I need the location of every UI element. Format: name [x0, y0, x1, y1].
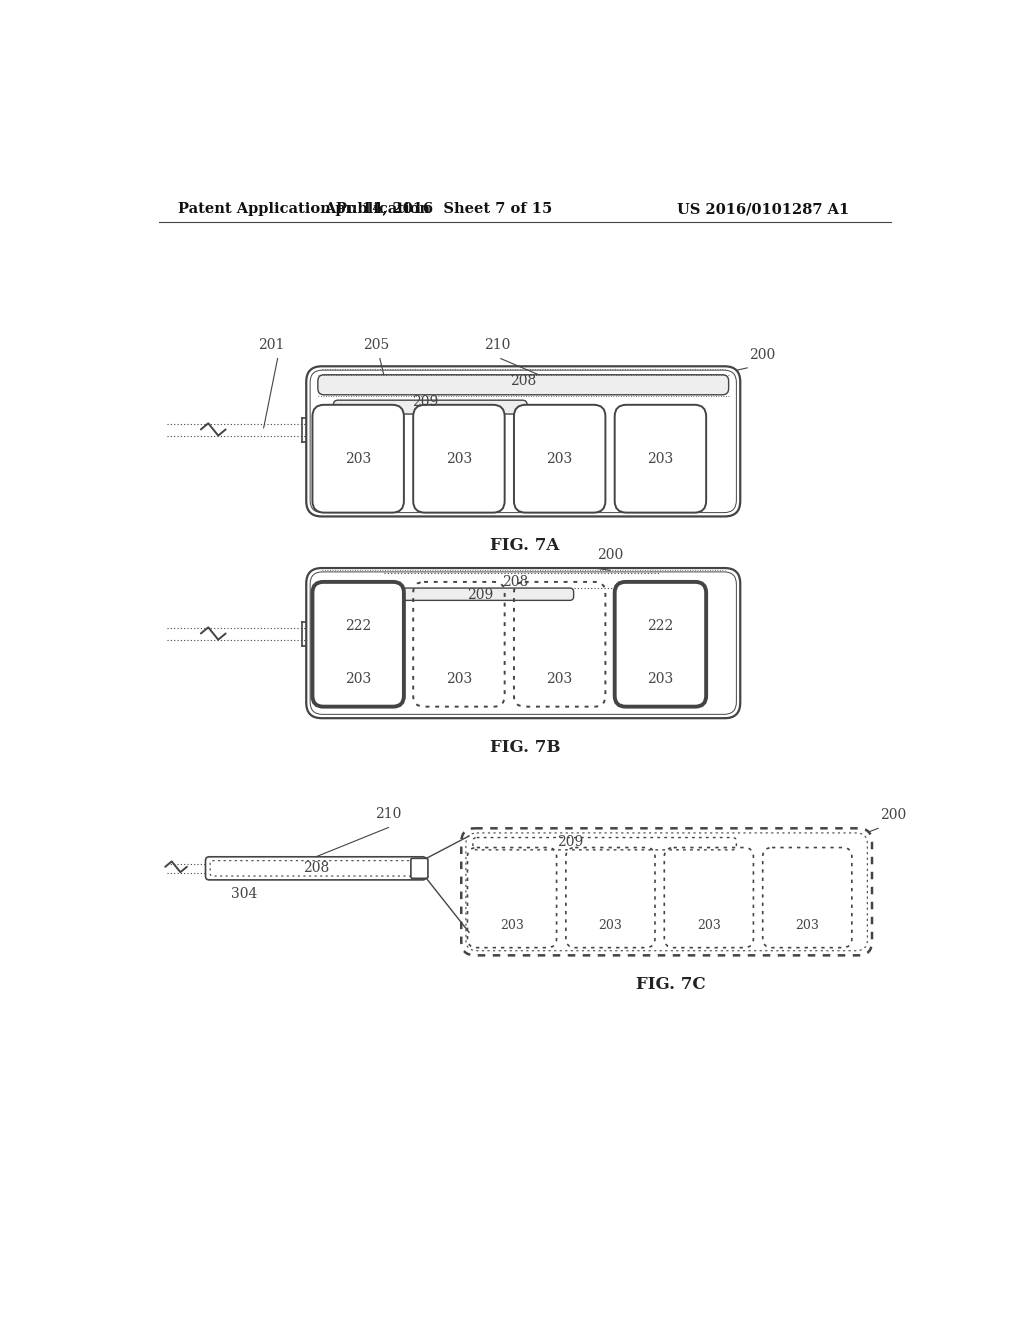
FancyBboxPatch shape	[334, 400, 527, 414]
Text: 203: 203	[445, 451, 472, 466]
FancyBboxPatch shape	[411, 858, 428, 878]
Text: 201: 201	[258, 338, 285, 352]
Text: FIG. 7C: FIG. 7C	[636, 975, 706, 993]
Text: 209: 209	[557, 836, 583, 849]
FancyBboxPatch shape	[317, 375, 729, 395]
FancyBboxPatch shape	[306, 568, 740, 718]
FancyBboxPatch shape	[206, 857, 426, 880]
Text: 203: 203	[647, 672, 674, 686]
Text: 200: 200	[750, 347, 776, 362]
Text: 210: 210	[483, 338, 510, 352]
FancyBboxPatch shape	[312, 405, 403, 512]
Text: 304: 304	[231, 887, 257, 900]
Text: 208: 208	[510, 374, 537, 388]
Text: 208: 208	[303, 862, 330, 875]
Text: 203: 203	[697, 919, 721, 932]
Text: 203: 203	[547, 672, 572, 686]
Text: FIG. 7A: FIG. 7A	[490, 537, 559, 554]
Text: 200: 200	[597, 548, 624, 562]
Text: 203: 203	[598, 919, 623, 932]
Text: 203: 203	[547, 451, 572, 466]
Text: 200: 200	[880, 808, 906, 822]
FancyBboxPatch shape	[414, 405, 505, 512]
FancyBboxPatch shape	[614, 582, 707, 706]
Text: 203: 203	[345, 451, 372, 466]
Text: 203: 203	[345, 672, 372, 686]
Text: 203: 203	[647, 451, 674, 466]
Text: Patent Application Publication: Patent Application Publication	[178, 202, 430, 216]
Text: 208: 208	[503, 576, 528, 589]
Text: 205: 205	[362, 338, 389, 352]
Text: 209: 209	[468, 587, 494, 602]
Text: 210: 210	[375, 808, 401, 821]
Text: 203: 203	[445, 672, 472, 686]
Text: US 2016/0101287 A1: US 2016/0101287 A1	[677, 202, 850, 216]
Text: FIG. 7B: FIG. 7B	[489, 739, 560, 756]
FancyBboxPatch shape	[388, 589, 573, 601]
Text: 203: 203	[796, 919, 819, 932]
FancyBboxPatch shape	[312, 582, 403, 706]
Text: Apr. 14, 2016  Sheet 7 of 15: Apr. 14, 2016 Sheet 7 of 15	[324, 202, 552, 216]
Text: 209: 209	[412, 396, 438, 409]
Text: 222: 222	[647, 619, 674, 632]
Text: 222: 222	[345, 619, 372, 632]
FancyBboxPatch shape	[614, 405, 707, 512]
FancyBboxPatch shape	[306, 367, 740, 516]
Text: 203: 203	[500, 919, 524, 932]
FancyBboxPatch shape	[514, 405, 605, 512]
